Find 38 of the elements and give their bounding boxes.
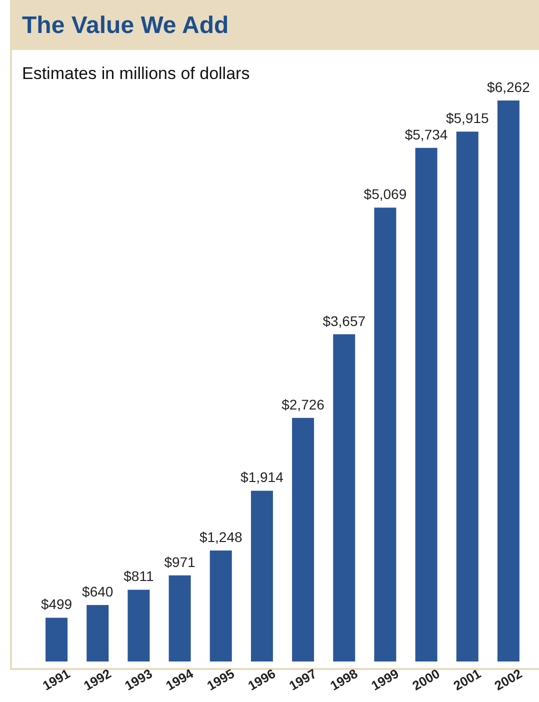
bar bbox=[86, 604, 110, 662]
data-label: $499 bbox=[40, 596, 72, 612]
x-tick-label: 1992 bbox=[81, 666, 114, 694]
x-tick-label: 1994 bbox=[163, 665, 196, 694]
bar bbox=[208, 549, 233, 662]
bar bbox=[496, 100, 520, 662]
x-tick-label: 1996 bbox=[245, 666, 278, 694]
x-tick-label: 2002 bbox=[492, 666, 524, 694]
bar bbox=[44, 616, 69, 662]
data-label: $1,914 bbox=[240, 469, 284, 486]
bar bbox=[250, 490, 274, 662]
bar bbox=[126, 588, 151, 662]
bar bbox=[168, 574, 192, 662]
x-tick-label: 1993 bbox=[122, 666, 155, 694]
bar bbox=[373, 206, 398, 662]
x-tick-label: 1995 bbox=[204, 666, 237, 694]
data-label: $5,069 bbox=[364, 186, 407, 202]
x-tick-label: 1991 bbox=[40, 666, 73, 694]
bar bbox=[332, 333, 356, 662]
data-label: $811 bbox=[124, 568, 154, 584]
data-label: $3,657 bbox=[322, 312, 366, 329]
bar bbox=[291, 416, 316, 662]
x-tick-label: 1997 bbox=[286, 666, 320, 694]
data-label: $640 bbox=[82, 584, 114, 600]
bar bbox=[414, 146, 438, 662]
chart-title: The Value We Add bbox=[22, 12, 229, 40]
x-tick-label: 2001 bbox=[450, 666, 484, 694]
data-label: $5,734 bbox=[404, 126, 448, 142]
data-label: $2,726 bbox=[282, 396, 325, 412]
data-label: $6,262 bbox=[487, 79, 530, 95]
bar bbox=[455, 130, 480, 662]
x-tick-label: 2000 bbox=[410, 666, 442, 694]
data-label: $1,248 bbox=[199, 528, 242, 545]
x-tick-label: 1998 bbox=[328, 666, 360, 694]
chart-subtitle: Estimates in millions of dollars bbox=[22, 64, 250, 84]
data-label: $5,915 bbox=[446, 110, 489, 126]
x-tick-label: 1999 bbox=[368, 666, 402, 694]
data-label: $971 bbox=[164, 554, 196, 570]
